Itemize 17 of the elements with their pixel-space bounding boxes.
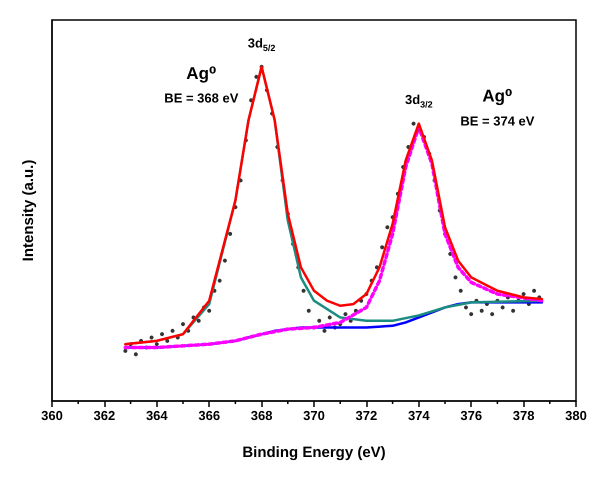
annotation: Ag⁰ [482,86,512,106]
x-tick-label: 366 [198,408,220,423]
x-tick-label: 362 [94,408,116,423]
x-tick-label: 374 [408,408,430,423]
x-tick-label: 368 [250,408,272,423]
x-tick-label: 376 [460,408,482,423]
x-axis-title: Binding Energy (eV) [242,444,386,461]
x-tick-label: 370 [303,408,325,423]
x-tick-label: 378 [512,408,534,423]
x-tick-label: 360 [41,408,63,423]
annotation: Ag⁰ [186,64,216,83]
annotation: BE = 374 eV [460,113,535,128]
x-tick-label: 372 [356,408,378,423]
x-tick-label: 380 [565,408,587,423]
annotation: BE = 368 eV [164,90,239,106]
y-axis-title: Intensity (a.u.) [20,160,37,262]
x-tick-label: 364 [146,408,168,423]
